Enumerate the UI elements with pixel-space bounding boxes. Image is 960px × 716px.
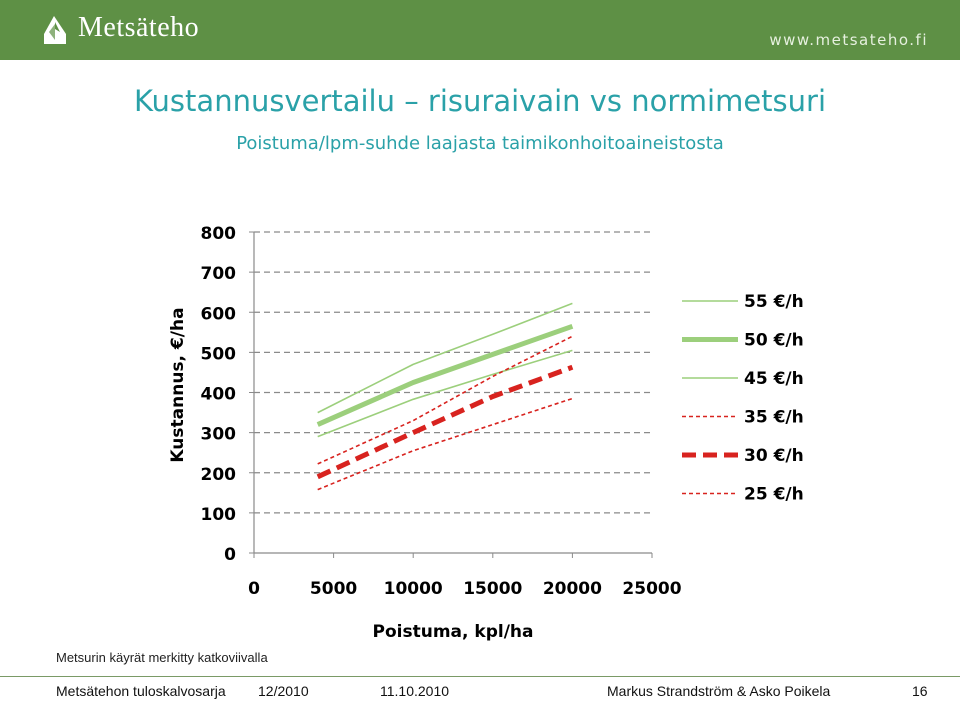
x-tick-label-10000: 10000 — [384, 579, 443, 599]
series-line-35-eur-h — [317, 335, 573, 465]
slide-title: Kustannusvertailu – risuraivain vs normi… — [133, 84, 827, 118]
legend-label-30: 30 €/h — [744, 446, 804, 466]
slide-subtitle: Poistuma/lpm-suhde laajasta taimikonhoit… — [236, 133, 724, 154]
footer-divider — [0, 676, 960, 677]
series-line-45-eur-h — [317, 349, 573, 438]
x-tick-label-25000: 25000 — [622, 579, 681, 599]
y-tick-label-800: 800 — [201, 224, 237, 244]
y-tick-label-300: 300 — [201, 425, 237, 445]
x-axis-label: Poistuma, kpl/ha — [373, 622, 534, 642]
y-tick-label-500: 500 — [201, 344, 237, 364]
tree-logo-icon — [44, 16, 66, 44]
x-tick-label-5000: 5000 — [310, 579, 357, 599]
x-tick-label-15000: 15000 — [463, 579, 522, 599]
y-tick-label-600: 600 — [201, 304, 237, 324]
footer-date: 11.10.2010 — [380, 683, 450, 699]
footer-authors: Markus Strandström & Asko Poikela — [607, 683, 831, 699]
header-bar: Metsäteho www.metsateho.fi — [0, 0, 960, 60]
y-tick-label-700: 700 — [201, 264, 237, 284]
footer-issue: 12/2010 — [258, 683, 309, 699]
y-tick-label-0: 0 — [224, 545, 236, 565]
series-line-25-eur-h — [317, 397, 573, 491]
y-tick-label-100: 100 — [201, 505, 237, 525]
footnote: Metsurin käyrät merkitty katkoviivalla — [56, 650, 268, 665]
legend-label-50: 50 €/h — [744, 331, 804, 351]
legend-label-25: 25 €/h — [744, 485, 804, 505]
footer-series-name: Metsätehon tuloskalvosarja — [56, 683, 226, 699]
y-tick-label-200: 200 — [201, 465, 237, 485]
series-line-50-eur-h — [316, 323, 574, 427]
cost-chart: 0 100 200 300 400 500 600 700 800 0 5000 10000 15000… — [201, 224, 804, 642]
site-url: www.metsateho.fi — [769, 31, 928, 49]
legend-label-35: 35 €/h — [744, 408, 804, 428]
y-axis-label: Kustannus, €/ha — [168, 307, 188, 463]
footer-page-number: 16 — [912, 683, 928, 699]
y-tick-label-400: 400 — [201, 385, 237, 405]
legend-label-45: 45 €/h — [744, 369, 804, 389]
series-line-30-eur-h — [316, 364, 574, 480]
legend-label-55: 55 €/h — [744, 292, 804, 312]
series-line-55-eur-h — [317, 302, 573, 414]
x-tick-label-0: 0 — [248, 579, 260, 599]
x-tick-label-20000: 20000 — [543, 579, 602, 599]
logo-text: Metsäteho — [78, 12, 200, 43]
